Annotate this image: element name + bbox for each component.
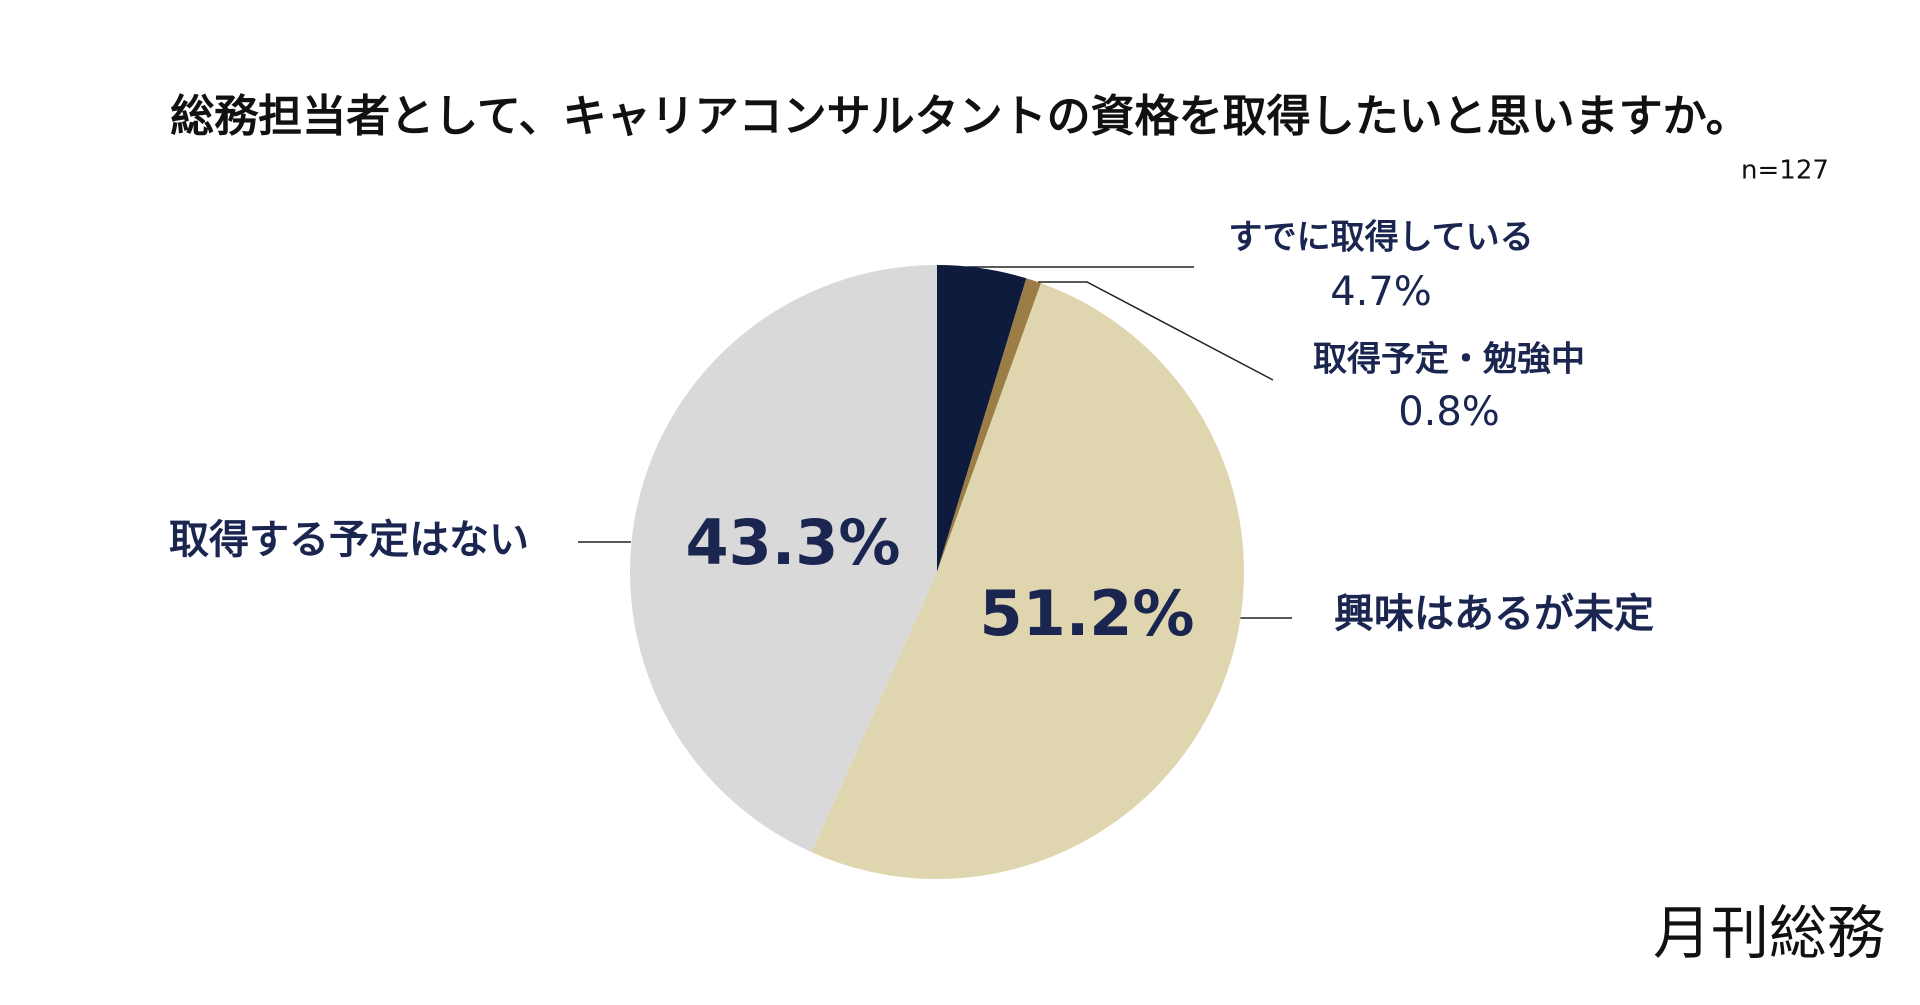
chart-title: 総務担当者として、キャリアコンサルタントの資格を取得したいと思いますか。 (170, 91, 1750, 142)
slice-label: すでに取得している (1228, 218, 1533, 258)
pie-slice (937, 278, 1041, 572)
leader-line (1038, 281, 1274, 381)
pie-slice (937, 265, 1027, 572)
slice-label: 取得する予定はない (169, 517, 529, 563)
value-label: 43.3% (685, 506, 900, 579)
value-label: 0.8% (1398, 389, 1500, 435)
value-label: 51.2% (979, 577, 1194, 650)
slice-label: 取得予定・勉強中 (1313, 340, 1585, 380)
pie-slice (811, 283, 1244, 879)
subtitle: n=127 (1741, 156, 1829, 186)
pie-slice (629, 265, 937, 853)
value-label: 4.7% (1330, 269, 1432, 315)
slice-label: 興味はあるが未定 (1334, 591, 1654, 637)
source-logo: 月刊総務 (1653, 899, 1885, 967)
